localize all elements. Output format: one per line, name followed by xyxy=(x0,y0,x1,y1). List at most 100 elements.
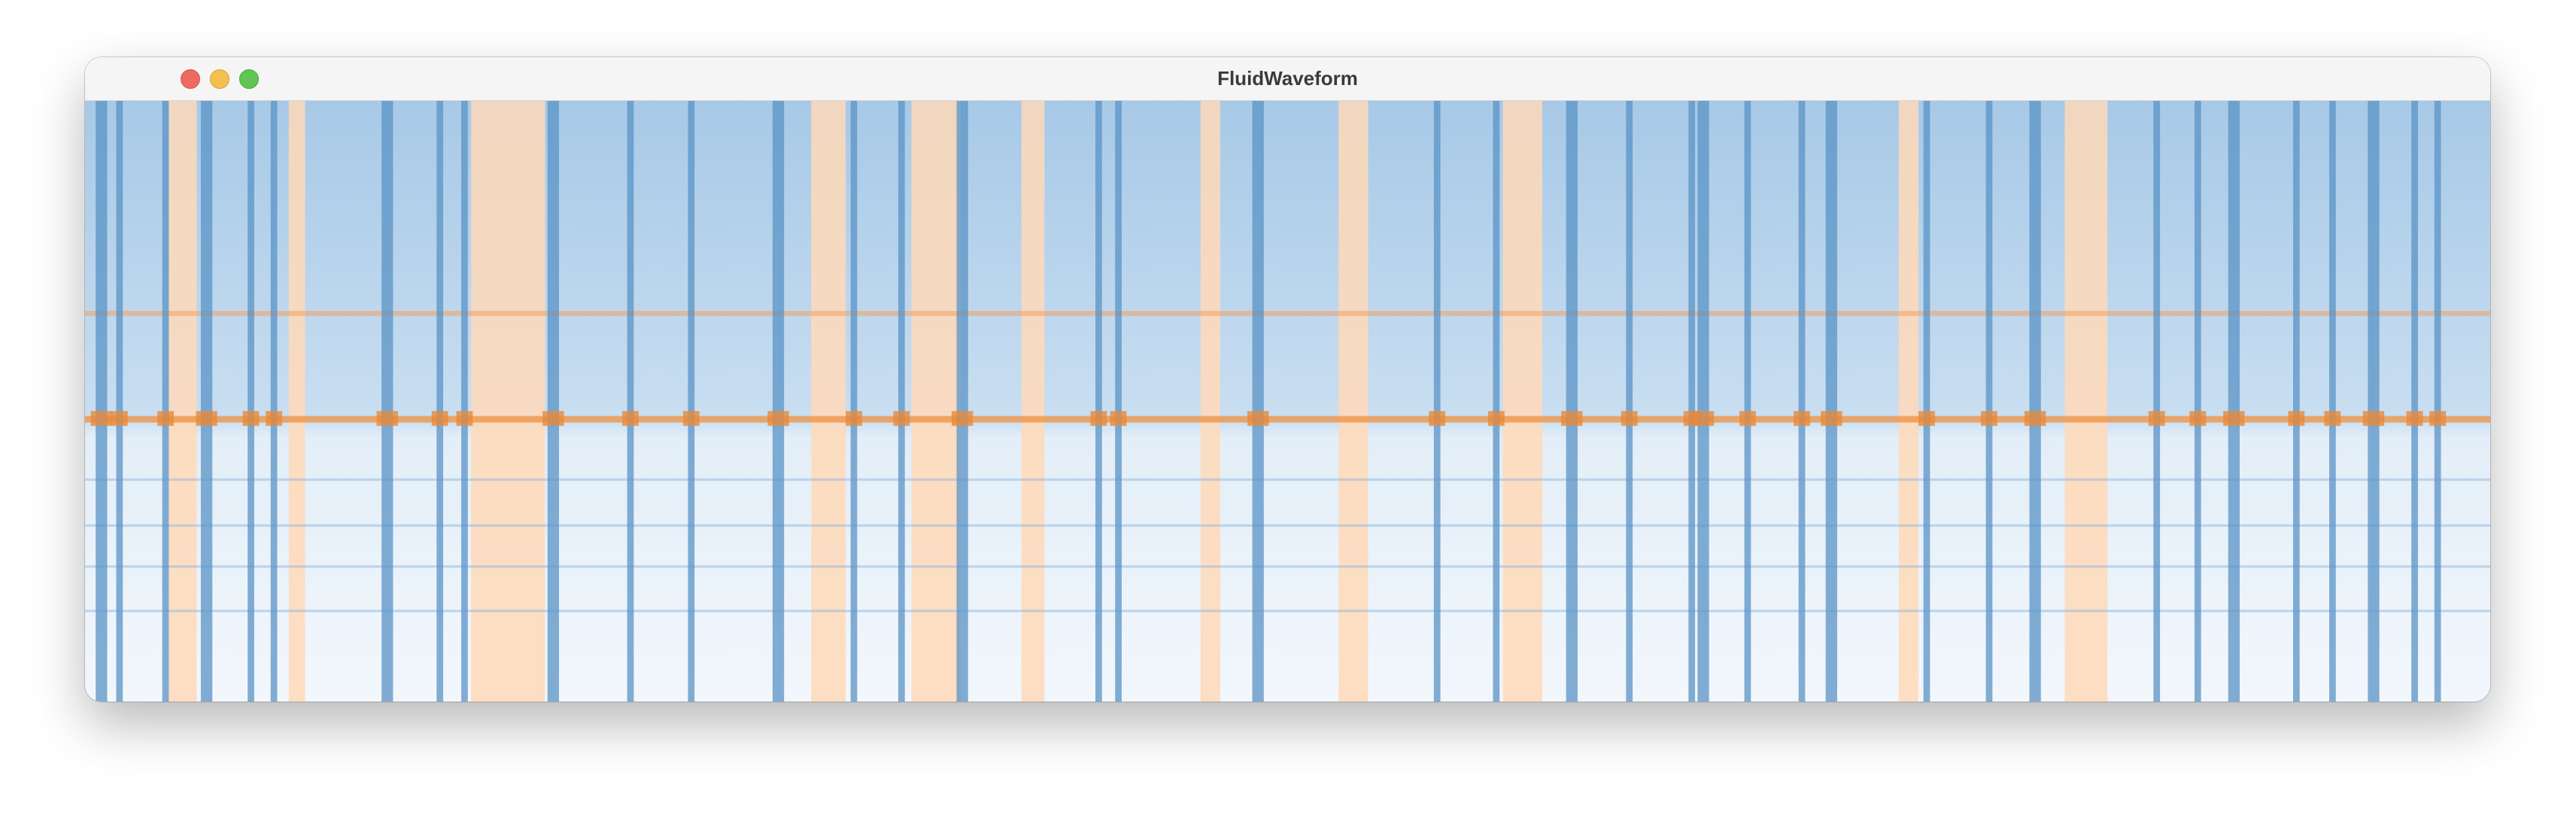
stripe-node xyxy=(542,411,564,426)
stripe-node xyxy=(767,411,789,426)
stripe-node xyxy=(376,411,399,426)
stripe-node xyxy=(2223,411,2245,426)
blue-stripe xyxy=(1115,101,1122,702)
stripe-node xyxy=(2148,411,2165,426)
blue-stripe xyxy=(772,101,785,702)
blue-stripe xyxy=(270,101,278,702)
blue-stripe xyxy=(1985,101,1993,702)
orange-band xyxy=(471,101,545,702)
blue-stripe xyxy=(956,101,968,702)
stripe-node xyxy=(157,411,174,426)
stripe-node xyxy=(196,411,217,426)
blue-stripe xyxy=(116,101,123,702)
minimize-button[interactable] xyxy=(210,69,229,89)
stripe-node xyxy=(90,411,113,426)
stripe-node xyxy=(2324,411,2341,426)
stripe-node xyxy=(1090,411,1107,426)
stripe-node xyxy=(1739,411,1756,426)
stripe-node xyxy=(951,411,974,426)
blue-stripe xyxy=(547,101,560,702)
blue-stripe xyxy=(2029,101,2041,702)
blue-stripe xyxy=(1433,101,1441,702)
close-button[interactable] xyxy=(181,69,200,89)
stripe-node xyxy=(1981,411,1997,426)
harmonic-line xyxy=(85,416,2490,423)
stripe-node xyxy=(2288,411,2305,426)
orange-band xyxy=(1898,101,1919,702)
stripe-node xyxy=(266,411,283,426)
blue-stripe xyxy=(2434,101,2441,702)
stripe-node xyxy=(1561,411,1583,426)
blue-stripe xyxy=(200,101,213,702)
blue-stripe xyxy=(850,101,858,702)
blue-stripe xyxy=(2153,101,2161,702)
blue-stripe xyxy=(1923,101,1930,702)
orange-band xyxy=(1338,101,1368,702)
stripe-node xyxy=(2189,411,2207,426)
stripe-node xyxy=(1692,411,1715,426)
blue-stripe xyxy=(627,101,634,702)
faint-line xyxy=(85,478,2490,481)
stripe-node xyxy=(682,411,700,426)
blue-stripe xyxy=(2368,101,2380,702)
title-bar: FluidWaveform xyxy=(85,57,2490,101)
blue-stripe xyxy=(436,101,444,702)
stripe-node xyxy=(2362,411,2385,426)
blue-stripe xyxy=(688,101,695,702)
stripe-node xyxy=(1487,411,1505,426)
stripe-node xyxy=(1110,411,1127,426)
stripe-node xyxy=(893,411,910,426)
orange-band xyxy=(811,101,846,702)
blue-stripe xyxy=(2228,101,2240,702)
app-window: FluidWaveform xyxy=(85,57,2490,702)
orange-band xyxy=(1502,101,1542,702)
zoom-button[interactable] xyxy=(239,69,259,89)
stripe-node xyxy=(1918,411,1935,426)
faint-line xyxy=(85,609,2490,613)
blue-stripe xyxy=(248,101,254,702)
window-title: FluidWaveform xyxy=(1217,67,1358,90)
orange-band xyxy=(2064,101,2108,702)
blue-stripe xyxy=(2328,101,2336,702)
orange-band xyxy=(1021,101,1045,702)
stripe-node xyxy=(846,411,862,426)
blue-stripe xyxy=(461,101,468,702)
stripe-node xyxy=(2406,411,2423,426)
blue-stripe xyxy=(1798,101,1806,702)
stripe-node xyxy=(2024,411,2046,426)
blue-stripe xyxy=(96,101,108,702)
blue-stripe xyxy=(2292,101,2300,702)
harmonic-line xyxy=(85,311,2490,316)
blue-stripe xyxy=(1566,101,1578,702)
orange-band xyxy=(911,101,961,702)
blue-stripe xyxy=(162,101,169,702)
blue-stripe xyxy=(2411,101,2418,702)
blue-stripe xyxy=(1688,101,1696,702)
stripe-node xyxy=(1247,411,1269,426)
blue-stripe xyxy=(1825,101,1837,702)
waveform-view xyxy=(85,101,2490,702)
stripe-node xyxy=(2429,411,2447,426)
stripe-node xyxy=(111,411,128,426)
stripe-node xyxy=(1621,411,1638,426)
blue-stripe xyxy=(898,101,905,702)
stripe-node xyxy=(431,411,448,426)
blue-stripe xyxy=(1252,101,1264,702)
stripe-node xyxy=(1821,411,1842,426)
stripe-node xyxy=(456,411,473,426)
faint-line xyxy=(85,565,2490,568)
blue-stripe xyxy=(2194,101,2201,702)
stripe-node xyxy=(1794,411,1810,426)
stripe-node xyxy=(622,411,639,426)
stripe-node xyxy=(242,411,260,426)
blue-stripe xyxy=(1697,101,1709,702)
blue-stripe xyxy=(1744,101,1751,702)
orange-band xyxy=(1200,101,1220,702)
orange-band xyxy=(169,101,197,702)
blue-stripe xyxy=(1626,101,1633,702)
faint-line xyxy=(85,524,2490,527)
stripe-node xyxy=(1429,411,1446,426)
blue-stripe xyxy=(1493,101,1500,702)
blue-stripe xyxy=(381,101,393,702)
